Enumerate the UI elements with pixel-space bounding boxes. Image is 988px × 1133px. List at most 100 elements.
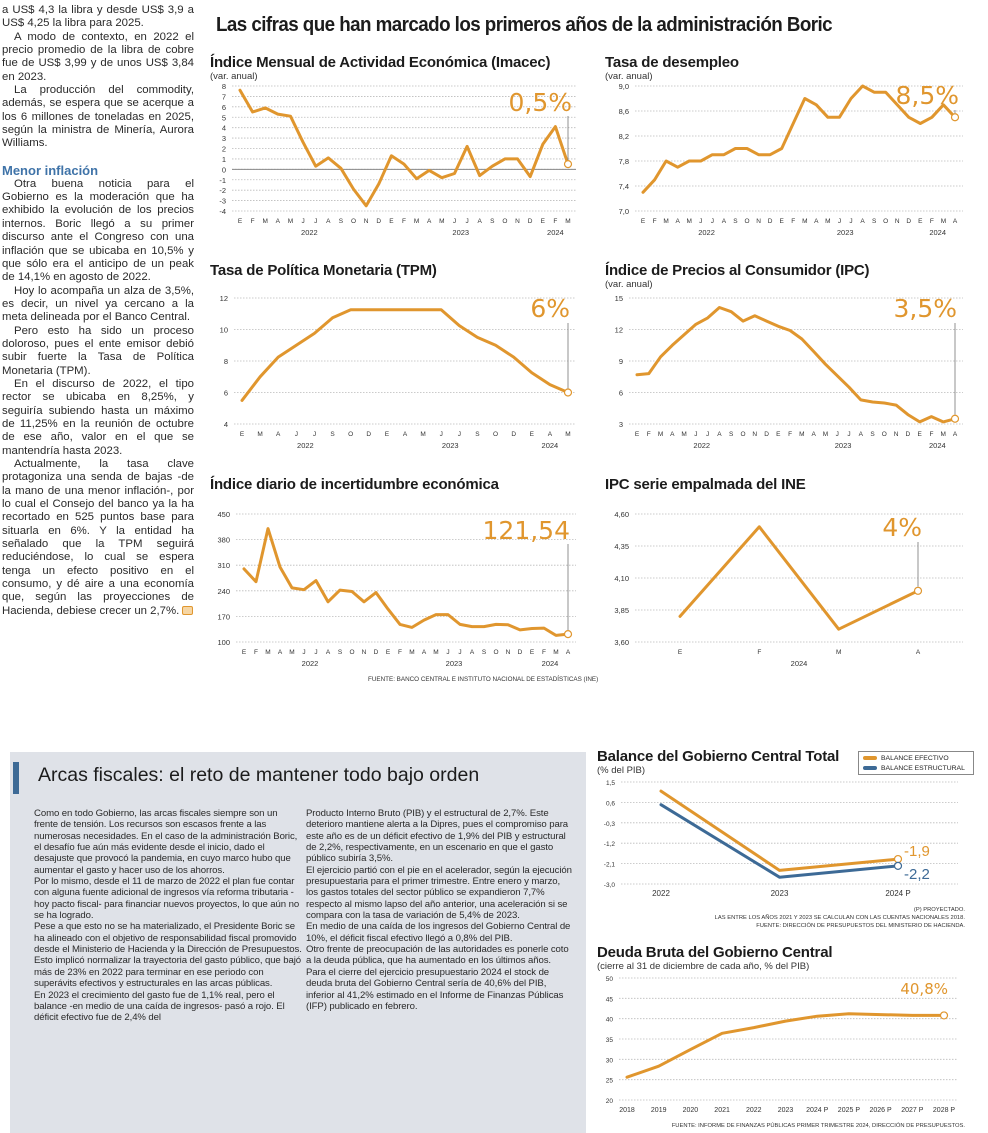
x-tick-label: E	[386, 649, 391, 656]
x-tick-label: F	[930, 218, 934, 225]
paragraph: Por lo mismo, desde el 11 de marzo de 20…	[34, 876, 300, 922]
x-tick-label: E	[776, 431, 781, 438]
x-tick-label: M	[289, 649, 294, 656]
x-tick-label: E	[917, 431, 922, 438]
chart-notes: Fuente: Informe de Finanzas Públicas pri…	[597, 1122, 965, 1130]
chart-subtitle: (cierre al 31 de diciembre de cada año, …	[597, 961, 810, 972]
y-tick-label: 9	[619, 357, 623, 366]
x-group-label: 2022	[698, 228, 715, 237]
last-data-point	[893, 861, 903, 870]
y-tick-label: 10	[220, 326, 228, 335]
y-tick-label: 170	[217, 612, 230, 621]
chart-subtitle: (var. anual)	[210, 71, 258, 82]
callout-value: 40,8%	[900, 980, 948, 998]
x-tick-label: 2022	[652, 889, 670, 898]
series-line	[242, 527, 570, 637]
x-tick-label: A	[276, 431, 281, 438]
y-tick-label: 40	[606, 1017, 614, 1024]
chart-deuda: Deuda Bruta del Gobierno Central (cierre…	[597, 944, 972, 1130]
x-tick-label: M	[420, 431, 425, 438]
x-tick-label: S	[338, 649, 343, 656]
chart-title: IPC serie empalmada del INE	[605, 476, 806, 493]
x-tick-label: D	[376, 218, 381, 225]
x-tick-label: O	[493, 649, 498, 656]
y-tick-label: 8,2	[619, 132, 629, 141]
chart-title: Tasa de desempleo	[605, 54, 739, 71]
x-tick-label: A	[953, 218, 958, 225]
chart-svg: 50 45 40 35 30 25 20 2018 2019 2020 2021 2022 2023 20…	[606, 976, 958, 1114]
chart-subtitle: (% del PIB)	[597, 765, 646, 776]
x-tick-label: A	[422, 649, 427, 656]
callout-value: 8,5%	[895, 82, 959, 110]
x-tick-label: 2020	[683, 1107, 699, 1114]
x-tick-label: J	[694, 431, 697, 438]
end-value-label: -2,2	[904, 866, 930, 883]
legend-label: BALANCE ESTRUCTURAL	[881, 765, 965, 772]
last-data-point	[939, 1011, 949, 1020]
x-tick-label: 2023	[771, 889, 789, 898]
series-line	[625, 1012, 946, 1079]
y-tick-label: 9,0	[619, 82, 629, 91]
y-tick-label: 7,0	[619, 207, 629, 216]
x-tick-label: A	[403, 431, 408, 438]
chart-ipc: Índice de Precios al Consumidor (IPC) (v…	[605, 262, 977, 450]
x-tick-label: D	[906, 431, 911, 438]
y-tick-label: 7	[222, 92, 226, 101]
x-tick-label: N	[506, 649, 511, 656]
chart-title: Índice diario de incertidumbre económica	[210, 476, 499, 493]
y-tick-label: 35	[606, 1037, 614, 1044]
page-title: Las cifras que han marcado los primeros …	[216, 14, 833, 36]
y-tick-label: 15	[615, 294, 623, 303]
x-tick-label: E	[530, 431, 535, 438]
x-tick-label: F	[929, 431, 933, 438]
x-tick-label: A	[326, 649, 331, 656]
last-data-point	[563, 388, 573, 397]
y-tick-label: 450	[217, 510, 230, 519]
x-tick-label: N	[756, 218, 761, 225]
x-tick-label: D	[511, 431, 516, 438]
y-tick-label: 0,6	[606, 800, 615, 807]
x-tick-label: M	[658, 431, 663, 438]
chart-svg: 1,5 0,6 -0,3 -1,2 -2,1 -3,0 2022 2023 2024 P -1,9…	[604, 780, 958, 898]
x-tick-label: F	[402, 218, 406, 225]
x-tick-label: E	[635, 431, 640, 438]
x-tick-label: S	[330, 431, 335, 438]
chart-imacec: Índice Mensual de Actividad Económica (I…	[210, 54, 590, 237]
x-tick-label: A	[548, 431, 553, 438]
x-tick-label: J	[465, 218, 468, 225]
x-tick-label: M	[414, 218, 419, 225]
x-tick-label: S	[870, 431, 875, 438]
x-tick-label: 2025 P	[838, 1107, 861, 1114]
source-note: Fuente: Banco Central e Instituto Nacion…	[368, 676, 599, 683]
chart-title: Índice Mensual de Actividad Económica (I…	[210, 54, 551, 71]
x-tick-label: M	[565, 431, 570, 438]
callout-value: 4%	[882, 513, 922, 542]
chart-incertidumbre: Índice diario de incertidumbre económica…	[210, 476, 590, 670]
y-tick-label: 4,35	[614, 542, 629, 551]
x-tick-label: M	[663, 218, 668, 225]
x-tick-label: E	[641, 218, 646, 225]
x-tick-label: O	[744, 218, 749, 225]
box-column-2: Producto Interno Bruto (PIB) y el estruc…	[306, 808, 574, 1012]
x-tick-label: J	[295, 431, 298, 438]
x-tick-label: M	[802, 218, 807, 225]
y-tick-label: 100	[217, 638, 230, 647]
y-tick-label: 4,60	[614, 510, 629, 519]
chart-svg: 9,08,68,27,87,47,0E F M A M J J A S O N D E F M A M J J A S O…	[619, 82, 963, 237]
x-tick-label: N	[362, 649, 367, 656]
x-tick-label: 2024 P	[885, 889, 910, 898]
x-tick-label: J	[699, 218, 702, 225]
fiscal-box: Arcas fiscales: el reto de mantener todo…	[10, 752, 586, 1133]
chart-ipc-empalmada: IPC serie empalmada del INE 4,60 4,35 4,10…	[605, 476, 977, 670]
x-tick-label: S	[339, 218, 344, 225]
chart-svg: 12 10 8 6 4 E M A J J S O D E A M J J S O D E A M 2022 2023 2024 6%	[220, 294, 576, 450]
y-tick-label: 45	[606, 996, 614, 1003]
y-tick-label: 1	[222, 155, 226, 164]
x-tick-label: 2021	[714, 1107, 730, 1114]
x-tick-label: E	[389, 218, 394, 225]
series-line	[678, 525, 920, 631]
x-group-label: 2022	[302, 659, 319, 668]
x-tick-label: A	[860, 218, 865, 225]
